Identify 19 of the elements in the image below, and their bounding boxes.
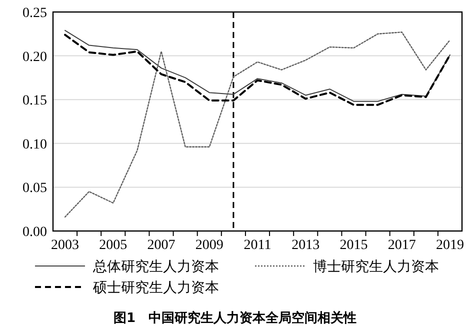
x-tick-label: 2015 <box>340 238 368 253</box>
x-tick-label: 2007 <box>147 238 176 253</box>
x-tick-label: 2017 <box>388 238 416 253</box>
x-tick-label: 2009 <box>195 238 224 253</box>
x-tick-label: 2005 <box>99 238 128 253</box>
text: 图1 中国研究生人力资本全局空间相关性 <box>113 310 357 326</box>
y-tick-label: 0.10 <box>22 137 47 152</box>
y-tick-label: 0.00 <box>22 225 47 240</box>
y-tick-label: 0.20 <box>22 50 47 65</box>
y-tick-label: 0.15 <box>22 94 47 109</box>
x-tick-label: 2019 <box>436 238 464 253</box>
legend-label: 硕士研究生人力资本 <box>92 280 219 296</box>
y-tick-label: 0.05 <box>22 181 47 196</box>
x-tick-label: 2013 <box>292 238 320 253</box>
x-tick-label: 2011 <box>244 238 272 253</box>
legend-label: 总体研究生人力资本 <box>92 259 219 275</box>
x-tick-label: 2003 <box>51 238 80 253</box>
legend-label: 博士研究生人力资本 <box>313 259 439 275</box>
y-tick-label: 0.25 <box>22 6 47 21</box>
